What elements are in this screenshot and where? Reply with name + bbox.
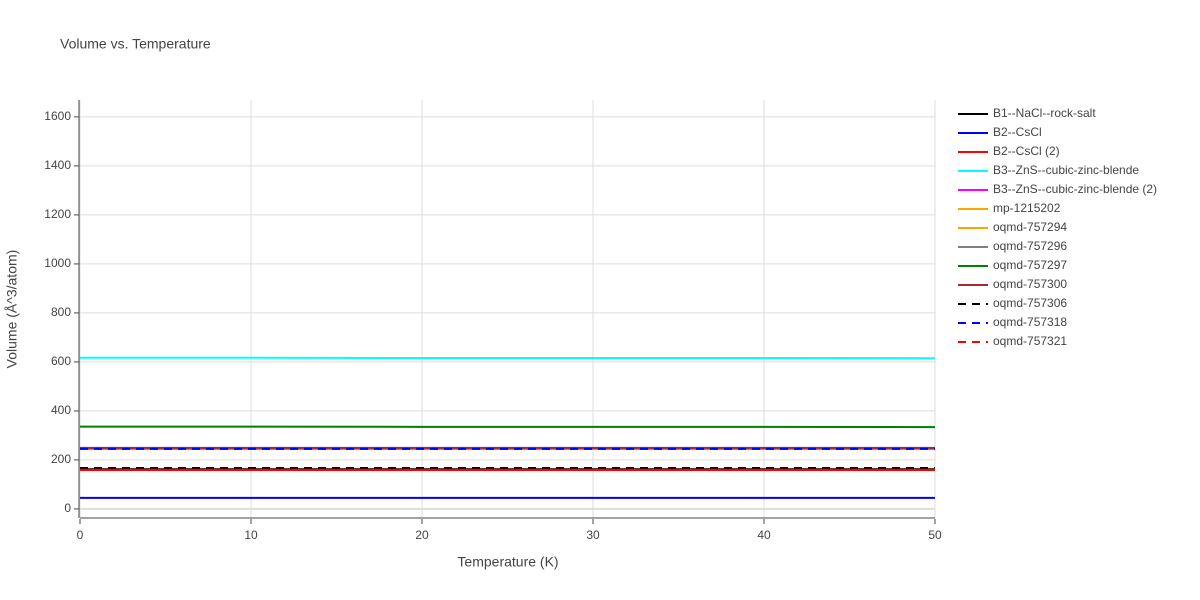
- legend-label: oqmd-757318: [993, 315, 1067, 329]
- y-tick-label: 1000: [44, 256, 71, 270]
- y-tick-label: 1600: [44, 109, 71, 123]
- legend-label: B2--CsCl (2): [993, 144, 1060, 158]
- y-tick-label: 0: [64, 501, 71, 515]
- x-tick-label: 10: [244, 528, 258, 542]
- x-tick-label: 0: [77, 528, 84, 542]
- legend-label: oqmd-757300: [993, 277, 1067, 291]
- legend-label: B3--ZnS--cubic-zinc-blende (2): [993, 182, 1157, 196]
- y-tick-label: 1400: [44, 158, 71, 172]
- y-tick-label: 1200: [44, 207, 71, 221]
- y-axis-label: Volume (Å^3/atom): [4, 250, 20, 369]
- x-tick-label: 40: [757, 528, 771, 542]
- chart-title: Volume vs. Temperature: [60, 36, 211, 52]
- legend-label: oqmd-757321: [993, 334, 1067, 348]
- legend-label: B3--ZnS--cubic-zinc-blende: [993, 163, 1139, 177]
- y-tick-label: 400: [51, 403, 71, 417]
- y-tick-label: 200: [51, 452, 71, 466]
- legend-label: B1--NaCl--rock-salt: [993, 106, 1096, 120]
- x-tick-label: 20: [415, 528, 429, 542]
- y-tick-label: 600: [51, 354, 71, 368]
- legend-label: oqmd-757296: [993, 239, 1067, 253]
- x-tick-label: 50: [928, 528, 942, 542]
- legend-label: mp-1215202: [993, 201, 1061, 215]
- legend-label: oqmd-757297: [993, 258, 1067, 272]
- y-tick-label: 800: [51, 305, 71, 319]
- legend-label: B2--CsCl: [993, 125, 1042, 139]
- legend-label: oqmd-757306: [993, 296, 1067, 310]
- legend-label: oqmd-757294: [993, 220, 1067, 234]
- x-axis-label: Temperature (K): [457, 554, 558, 570]
- x-tick-label: 30: [586, 528, 600, 542]
